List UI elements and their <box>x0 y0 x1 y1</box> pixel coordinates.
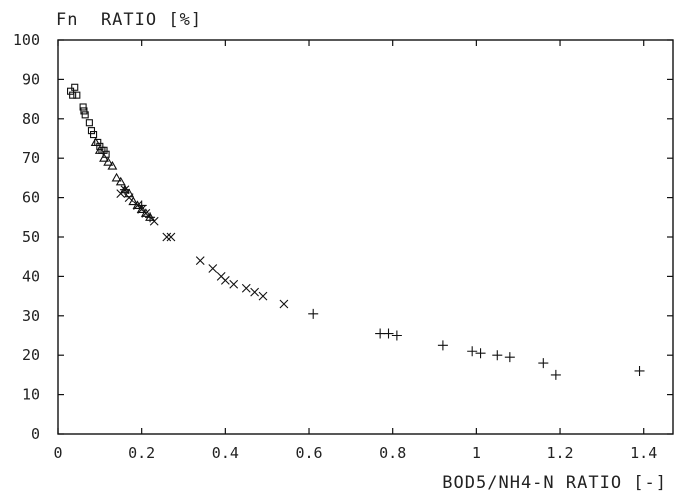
data-point-plus <box>504 352 515 363</box>
data-point-x <box>166 232 176 242</box>
x-tick-label: 0.4 <box>212 444 239 462</box>
data-point-square <box>80 107 88 115</box>
data-point-triangle <box>103 157 114 166</box>
data-point-square <box>85 119 93 127</box>
data-point-triangle <box>124 188 135 198</box>
data-point-triangle <box>136 204 147 213</box>
x-tick-label: 0.2 <box>128 444 155 462</box>
data-point-triangle <box>140 208 151 217</box>
plot-frame <box>57 39 674 435</box>
x-tick-label: 0.8 <box>379 444 406 462</box>
data-point-square <box>90 131 98 139</box>
data-point-x <box>208 264 218 273</box>
data-point-triangle <box>99 153 109 162</box>
data-point-square <box>79 103 87 111</box>
data-point-x <box>124 193 134 202</box>
y-tick-label: 60 <box>22 189 40 207</box>
data-point-plus <box>550 369 561 380</box>
data-point-square <box>87 127 96 135</box>
data-point-x <box>220 275 230 285</box>
y-tick-label: 50 <box>22 228 40 246</box>
data-point-plus <box>634 365 645 376</box>
y-tick-label: 0 <box>31 425 40 443</box>
data-point-plus <box>492 350 503 361</box>
data-point-plus <box>119 184 130 195</box>
data-point-x <box>149 216 159 226</box>
x-tick-label: 0.6 <box>295 444 322 462</box>
data-point-triangle <box>111 172 122 182</box>
data-point-plus <box>538 358 549 369</box>
y-tick-label: 20 <box>22 346 40 364</box>
data-point-square <box>69 91 77 99</box>
data-points <box>67 83 645 380</box>
data-point-plus <box>136 200 147 211</box>
data-point-x <box>258 291 268 301</box>
data-point-square <box>73 91 81 99</box>
data-point-square <box>81 111 89 119</box>
data-point-square <box>71 83 79 91</box>
data-point-triangle <box>128 196 139 206</box>
data-point-triangle <box>90 137 101 146</box>
data-point-x <box>162 232 172 242</box>
data-point-square <box>67 87 75 95</box>
x-tick-label: 1.2 <box>546 444 573 462</box>
data-point-triangle <box>115 176 126 186</box>
data-point-plus <box>391 330 402 341</box>
data-point-x <box>250 287 260 297</box>
y-axis-title: Fn RATIO [%] <box>56 10 202 30</box>
data-point-square <box>96 142 104 150</box>
data-point-triangle <box>107 160 118 170</box>
y-tick-label: 70 <box>22 149 40 167</box>
data-point-x <box>141 208 151 218</box>
axis-ticks: 0 0.2 0.4 0.6 0.8 1 1.2 1.4 0 10 20 30 40 50 60 70 80 90 1… <box>13 31 673 462</box>
x-tick-label: 1.4 <box>630 444 657 462</box>
data-point-plus <box>475 348 486 359</box>
y-tick-label: 40 <box>22 267 40 285</box>
data-point-triangle <box>94 145 105 154</box>
x-axis-title: BOD5/NH4-N RATIO [-] <box>442 473 667 493</box>
data-point-plus <box>308 308 319 319</box>
data-point-x <box>195 256 205 266</box>
data-point-plus <box>383 328 394 339</box>
y-tick-label: 80 <box>22 110 40 128</box>
data-point-plus <box>375 328 386 339</box>
y-tick-label: 30 <box>22 307 40 325</box>
y-tick-label: 100 <box>13 31 40 49</box>
data-point-plus <box>437 340 448 351</box>
data-point-plus <box>467 346 478 357</box>
x-tick-label: 0 <box>53 444 62 462</box>
data-point-x <box>229 279 239 289</box>
x-tick-label: 1 <box>472 444 481 462</box>
y-tick-label: 90 <box>22 70 40 88</box>
y-tick-label: 10 <box>22 386 40 404</box>
data-point-x <box>279 299 289 309</box>
data-point-x <box>241 283 251 293</box>
data-point-plus <box>145 212 156 223</box>
